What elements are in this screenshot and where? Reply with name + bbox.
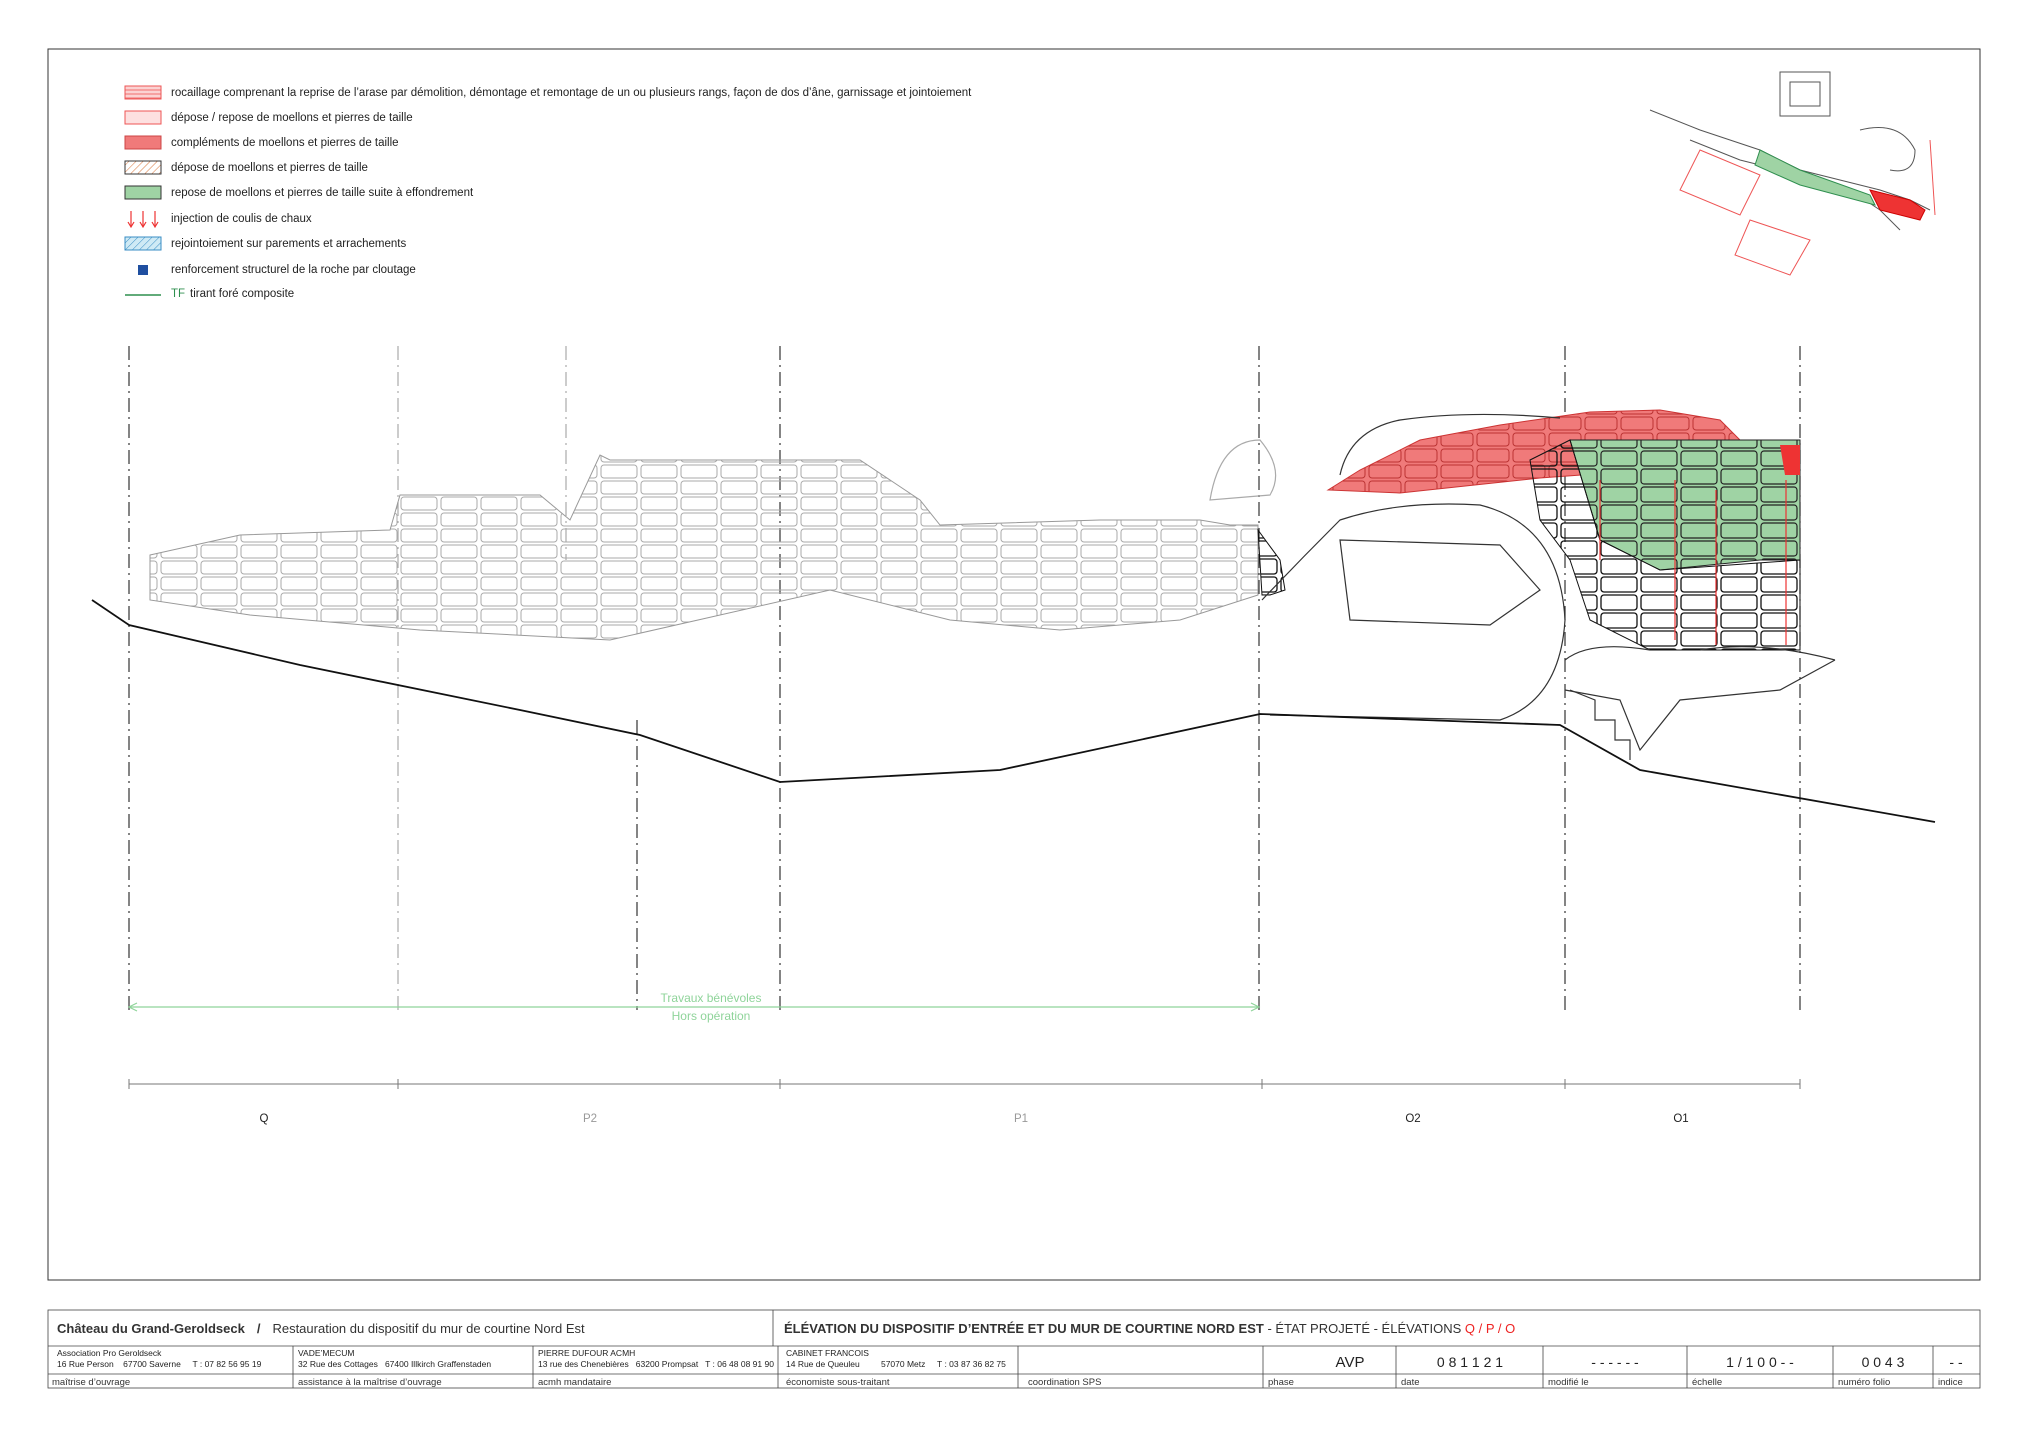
field-label: indice bbox=[1938, 1377, 1963, 1388]
legend-label: repose de moellons et pierres de taille … bbox=[171, 187, 474, 199]
legend-code: TF bbox=[171, 288, 185, 300]
elevation bbox=[91, 346, 1936, 1010]
field-label: numéro folio bbox=[1838, 1377, 1890, 1388]
field-value: 1 / 1 0 0 - - bbox=[1726, 1354, 1794, 1370]
sheet-status: - ÉTAT PROJETÉ - ÉLÉVATIONS bbox=[1264, 1321, 1465, 1336]
section-label: P2 bbox=[583, 1113, 597, 1125]
field-label: échelle bbox=[1692, 1377, 1722, 1388]
party-name: VADE’MECUM bbox=[298, 1348, 355, 1358]
rock-outline bbox=[1209, 413, 1836, 760]
subject: Restauration du dispositif du mur de cou… bbox=[272, 1321, 585, 1336]
legend-label: tirant foré composite bbox=[190, 288, 294, 300]
swatch bbox=[127, 211, 159, 229]
party-role: acmh mandataire bbox=[538, 1377, 611, 1388]
section-label: O2 bbox=[1405, 1113, 1420, 1125]
field-value: 0 0 4 3 bbox=[1862, 1354, 1905, 1370]
masonry-red bbox=[1326, 409, 1741, 494]
field-label: modifié le bbox=[1548, 1377, 1589, 1388]
fields: AVP phase 0 8 1 1 2 1 date - - - - - - m… bbox=[1268, 1354, 1963, 1388]
party-address: 14 Rue de Queuleu 57070 Metz T : 03 87 3… bbox=[786, 1359, 1006, 1369]
field-value: 0 8 1 1 2 1 bbox=[1437, 1354, 1503, 1370]
parties: Association Pro Geroldseck 16 Rue Person… bbox=[52, 1348, 1101, 1388]
legend-label: rejointoiement sur parements et arrachem… bbox=[171, 238, 406, 250]
masonry bbox=[1529, 439, 1801, 651]
section-label: P1 bbox=[1014, 1113, 1028, 1125]
ground-line bbox=[1258, 713, 1561, 726]
swatch bbox=[124, 160, 162, 175]
field-label: date bbox=[1401, 1377, 1420, 1388]
party-role: coordination SPS bbox=[1028, 1377, 1101, 1388]
field-value: - - - - - - bbox=[1591, 1354, 1639, 1370]
masonry-gray bbox=[149, 454, 1259, 641]
field-value: AVP bbox=[1336, 1354, 1365, 1371]
swatch bbox=[124, 185, 162, 200]
field-label: phase bbox=[1268, 1377, 1294, 1388]
swatch bbox=[124, 236, 162, 251]
title-block bbox=[47, 1309, 1981, 1389]
section-bar bbox=[128, 1079, 1801, 1089]
ground-line bbox=[91, 599, 1936, 823]
sheet-elevations: Q / P / O bbox=[1465, 1321, 1515, 1336]
masonry-red bbox=[1780, 445, 1800, 475]
extent-arrow bbox=[127, 1002, 1261, 1012]
swatch bbox=[138, 265, 148, 275]
party-name: CABINET FRANCOIS bbox=[786, 1348, 869, 1358]
legend-label: injection de coulis de chaux bbox=[171, 213, 312, 225]
annotation: Hors opération bbox=[672, 1009, 751, 1023]
project-title: Château du Grand-Geroldseck / Restauration… bbox=[57, 1321, 585, 1336]
party-name: PIERRE DUFOUR ACMH bbox=[538, 1348, 635, 1358]
party-role: assistance à la maîtrise d’ouvrage bbox=[298, 1377, 442, 1388]
sheet-title: ÉLÉVATION DU DISPOSITIF D’ENTRÉE ET DU M… bbox=[784, 1321, 1515, 1336]
section-label: O1 bbox=[1673, 1113, 1688, 1125]
legend-label: renforcement structurel de la roche par … bbox=[171, 264, 416, 276]
separator: / bbox=[257, 1321, 261, 1336]
key-plan bbox=[1649, 71, 1936, 276]
party-name: Association Pro Geroldseck bbox=[57, 1348, 162, 1358]
project: Château du Grand-Geroldseck bbox=[57, 1321, 246, 1336]
frame bbox=[47, 48, 1981, 1281]
legend-label: dépose / repose de moellons et pierres d… bbox=[171, 112, 413, 124]
party-address: 32 Rue des Cottages 67400 Illkirch Graff… bbox=[298, 1359, 491, 1369]
injection-arrows bbox=[1599, 480, 1787, 645]
field-value: - - bbox=[1949, 1354, 1963, 1370]
legend-label: compléments de moellons et pierres de ta… bbox=[171, 137, 399, 149]
section-label: Q bbox=[260, 1113, 269, 1125]
legend-label: dépose de moellons et pierres de taille bbox=[171, 162, 368, 174]
party-role: économiste sous-traitant bbox=[786, 1377, 890, 1388]
party-role: maîtrise d’ouvrage bbox=[52, 1377, 130, 1388]
legend-label: rocaillage comprenant la reprise de l’ar… bbox=[171, 87, 972, 99]
party-address: 13 rue des Chenebières 63200 Prompsat T … bbox=[538, 1359, 774, 1369]
swatch bbox=[124, 85, 162, 100]
swatch bbox=[124, 135, 162, 150]
masonry bbox=[1257, 528, 1286, 596]
sheet-title-main: ÉLÉVATION DU DISPOSITIF D’ENTRÉE ET DU M… bbox=[784, 1321, 1264, 1336]
swatch bbox=[124, 110, 162, 125]
party-address: 16 Rue Person 67700 Saverne T : 07 82 56… bbox=[57, 1359, 262, 1369]
legend: rocaillage comprenant la reprise de l’ar… bbox=[124, 85, 972, 300]
annotation: Travaux bénévoles bbox=[661, 991, 762, 1005]
